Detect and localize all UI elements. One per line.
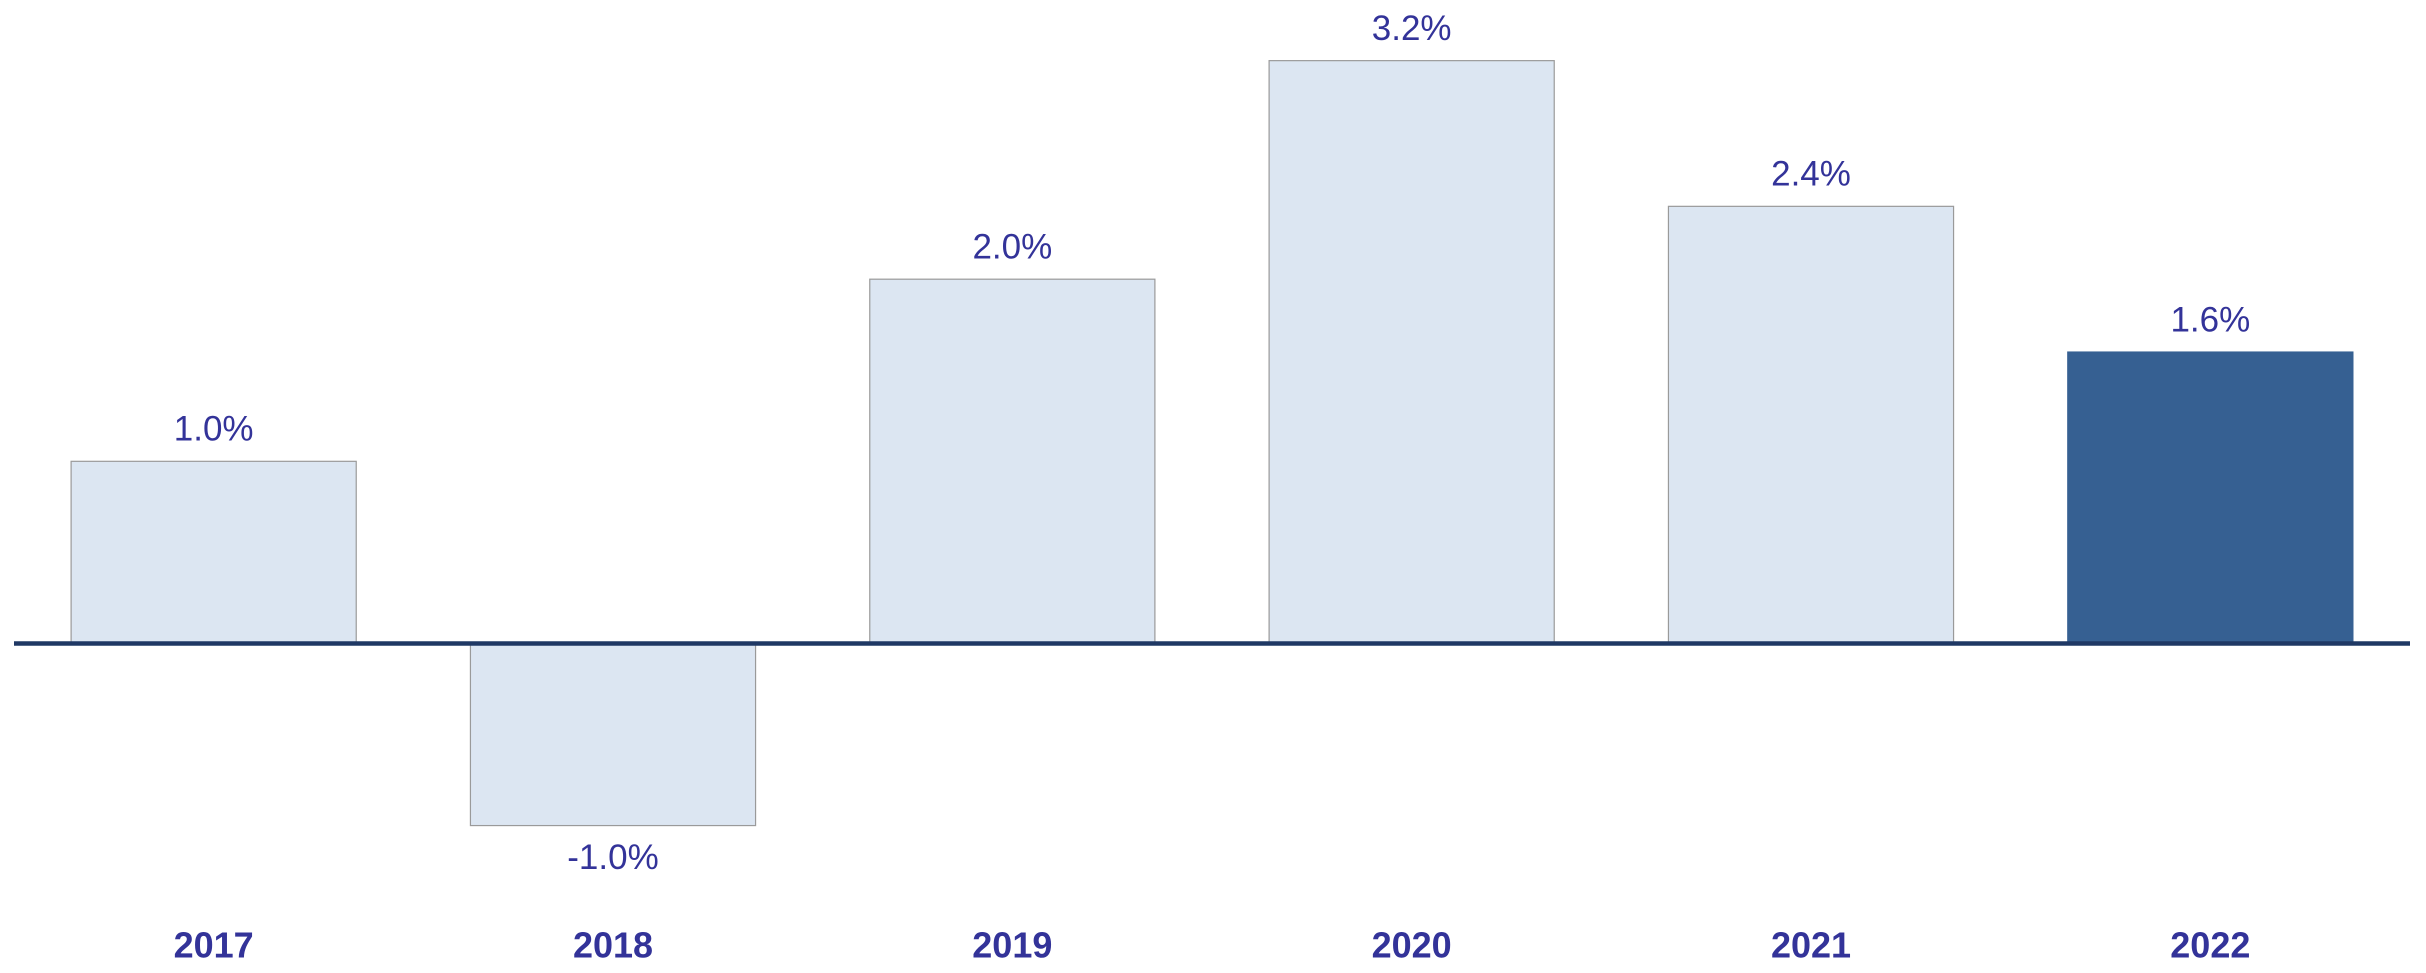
x-tick-label: 2017 <box>174 925 254 966</box>
x-tick-label: 2018 <box>573 925 653 966</box>
value-label: 2.0% <box>972 227 1052 266</box>
bar <box>1268 60 1555 645</box>
value-label: 2.4% <box>1771 155 1851 194</box>
value-label: 1.6% <box>2170 300 2250 339</box>
bar <box>469 642 757 827</box>
bar <box>70 460 357 645</box>
bar <box>1667 205 1955 645</box>
bar <box>869 278 1156 645</box>
x-tick-label: 2019 <box>972 925 1052 966</box>
x-tick-label: 2020 <box>1372 925 1452 966</box>
value-label: -1.0% <box>567 838 658 877</box>
x-tick-label: 2022 <box>2170 925 2250 966</box>
value-label: 1.0% <box>174 410 254 449</box>
x-tick-label: 2021 <box>1771 925 1851 966</box>
bar <box>2067 351 2354 645</box>
value-label: 3.2% <box>1372 9 1452 48</box>
